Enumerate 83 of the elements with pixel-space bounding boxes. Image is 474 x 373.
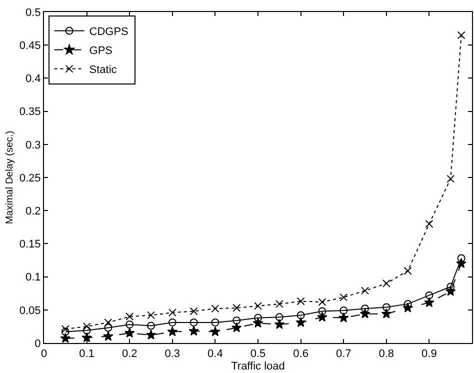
point [146, 330, 156, 340]
point [425, 220, 434, 228]
point [382, 303, 390, 312]
point [104, 318, 112, 326]
point [360, 308, 370, 318]
point [231, 322, 242, 332]
point [60, 332, 71, 343]
point [190, 307, 198, 316]
y-tick-label: 0.25 [19, 172, 41, 184]
point [445, 286, 456, 296]
x-tick-label: 0.1 [79, 348, 94, 360]
point [82, 326, 91, 334]
point [275, 313, 284, 322]
point [254, 302, 262, 310]
legend-label: GPS [89, 45, 113, 58]
point [61, 325, 70, 334]
y-tick-label: 0.15 [19, 238, 41, 251]
point [126, 320, 134, 328]
y-tick-label: 0.3 [26, 139, 41, 152]
point [274, 319, 285, 329]
point [456, 258, 466, 268]
point [317, 312, 328, 322]
x-tick-label: 0.6 [293, 348, 308, 360]
point [252, 318, 264, 328]
point [382, 279, 390, 288]
y-tick-label: 0.2 [26, 205, 41, 218]
point [82, 332, 92, 342]
y-tick-label: 0.1 [26, 272, 41, 284]
point [61, 328, 70, 336]
point [147, 311, 155, 320]
point [404, 266, 412, 275]
y-tick-label: 0 [34, 338, 41, 350]
point [188, 326, 199, 336]
point [446, 174, 455, 183]
point [168, 318, 176, 326]
point [211, 304, 220, 313]
point [402, 302, 413, 312]
point [254, 314, 262, 322]
x-tick-label: 0.9 [422, 348, 437, 360]
point [318, 298, 326, 306]
point [232, 316, 241, 324]
point [232, 304, 241, 312]
point [126, 312, 134, 321]
point [296, 311, 305, 320]
point [82, 322, 91, 330]
point [424, 297, 434, 308]
x-tick-label: 0.7 [336, 348, 352, 360]
y-axis-title: Maximal Delay (sec.) [4, 130, 16, 224]
point [210, 326, 220, 336]
point [103, 330, 114, 341]
x-tick-label: 0.3 [164, 348, 180, 360]
point [361, 304, 369, 313]
y-tick-label: 0.35 [19, 106, 41, 118]
point [190, 318, 198, 326]
point [340, 306, 348, 315]
point [211, 318, 220, 326]
point [340, 293, 348, 302]
y-tick-label: 0.5 [26, 6, 41, 19]
x-tick-label: 0.4 [208, 348, 223, 360]
legend-label: Static [89, 64, 118, 76]
point [425, 291, 434, 300]
point [168, 308, 176, 317]
x-tick-label: 0.8 [378, 348, 394, 360]
y-tick-label: 0.4 [26, 73, 41, 86]
x-tick-label: 0.2 [122, 348, 138, 360]
point [381, 308, 392, 318]
x-tick-label: 0.5 [250, 348, 266, 360]
y-tick-label: 0.45 [19, 40, 41, 52]
x-axis-title: Traffic load [231, 360, 285, 372]
point [104, 324, 112, 332]
point [296, 317, 306, 327]
point [361, 286, 369, 295]
point [147, 322, 155, 330]
point [124, 328, 135, 338]
point [275, 300, 284, 308]
point [338, 312, 349, 322]
point [457, 31, 466, 40]
y-tick-label: 0.05 [19, 304, 41, 317]
legend-label: CDGPS [89, 26, 128, 38]
point [457, 254, 466, 262]
point [167, 326, 178, 336]
point [318, 307, 326, 316]
point [296, 297, 305, 306]
